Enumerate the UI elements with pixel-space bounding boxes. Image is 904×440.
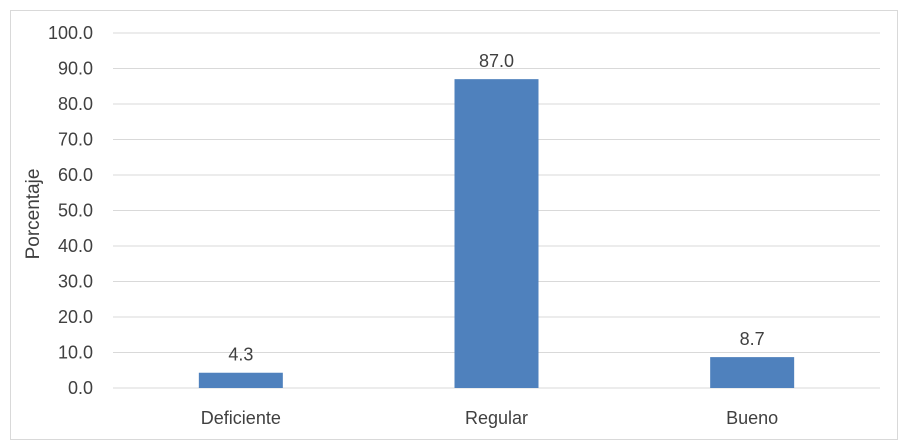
x-category-label: Deficiente bbox=[201, 408, 281, 428]
y-axis-title: Porcentaje bbox=[23, 169, 44, 260]
y-tick-label: 0.0 bbox=[68, 378, 93, 398]
bar-deficiente bbox=[198, 372, 283, 388]
y-axis-ticks: 0.0 10.0 20.0 30.0 40.0 50.0 60.0 70.0 80.0 90.0 1… bbox=[48, 23, 93, 398]
y-tick-label: 30.0 bbox=[58, 272, 93, 292]
y-tick-label: 70.0 bbox=[58, 130, 93, 150]
y-tick-label: 10.0 bbox=[58, 343, 93, 363]
y-tick-label: 60.0 bbox=[58, 165, 93, 185]
x-axis-labels: Deficiente Regular Bueno bbox=[201, 408, 778, 428]
bar-bueno bbox=[710, 357, 795, 388]
data-label-bueno: 8.7 bbox=[740, 329, 765, 349]
y-tick-label: 20.0 bbox=[58, 307, 93, 327]
y-tick-label: 50.0 bbox=[58, 201, 93, 221]
bars bbox=[198, 79, 795, 389]
y-tick-label: 100.0 bbox=[48, 23, 93, 43]
x-category-label: Bueno bbox=[726, 408, 778, 428]
data-labels: 4.3 87.0 8.7 bbox=[228, 51, 764, 365]
x-category-label: Regular bbox=[465, 408, 528, 428]
data-label-deficiente: 4.3 bbox=[228, 345, 253, 365]
bar-regular bbox=[454, 79, 539, 389]
y-tick-label: 90.0 bbox=[58, 59, 93, 79]
y-tick-label: 40.0 bbox=[58, 236, 93, 256]
y-tick-label: 80.0 bbox=[58, 94, 93, 114]
data-label-regular: 87.0 bbox=[479, 51, 514, 71]
bar-chart: 0.0 10.0 20.0 30.0 40.0 50.0 60.0 70.0 80.0 90.0 1… bbox=[23, 23, 880, 428]
